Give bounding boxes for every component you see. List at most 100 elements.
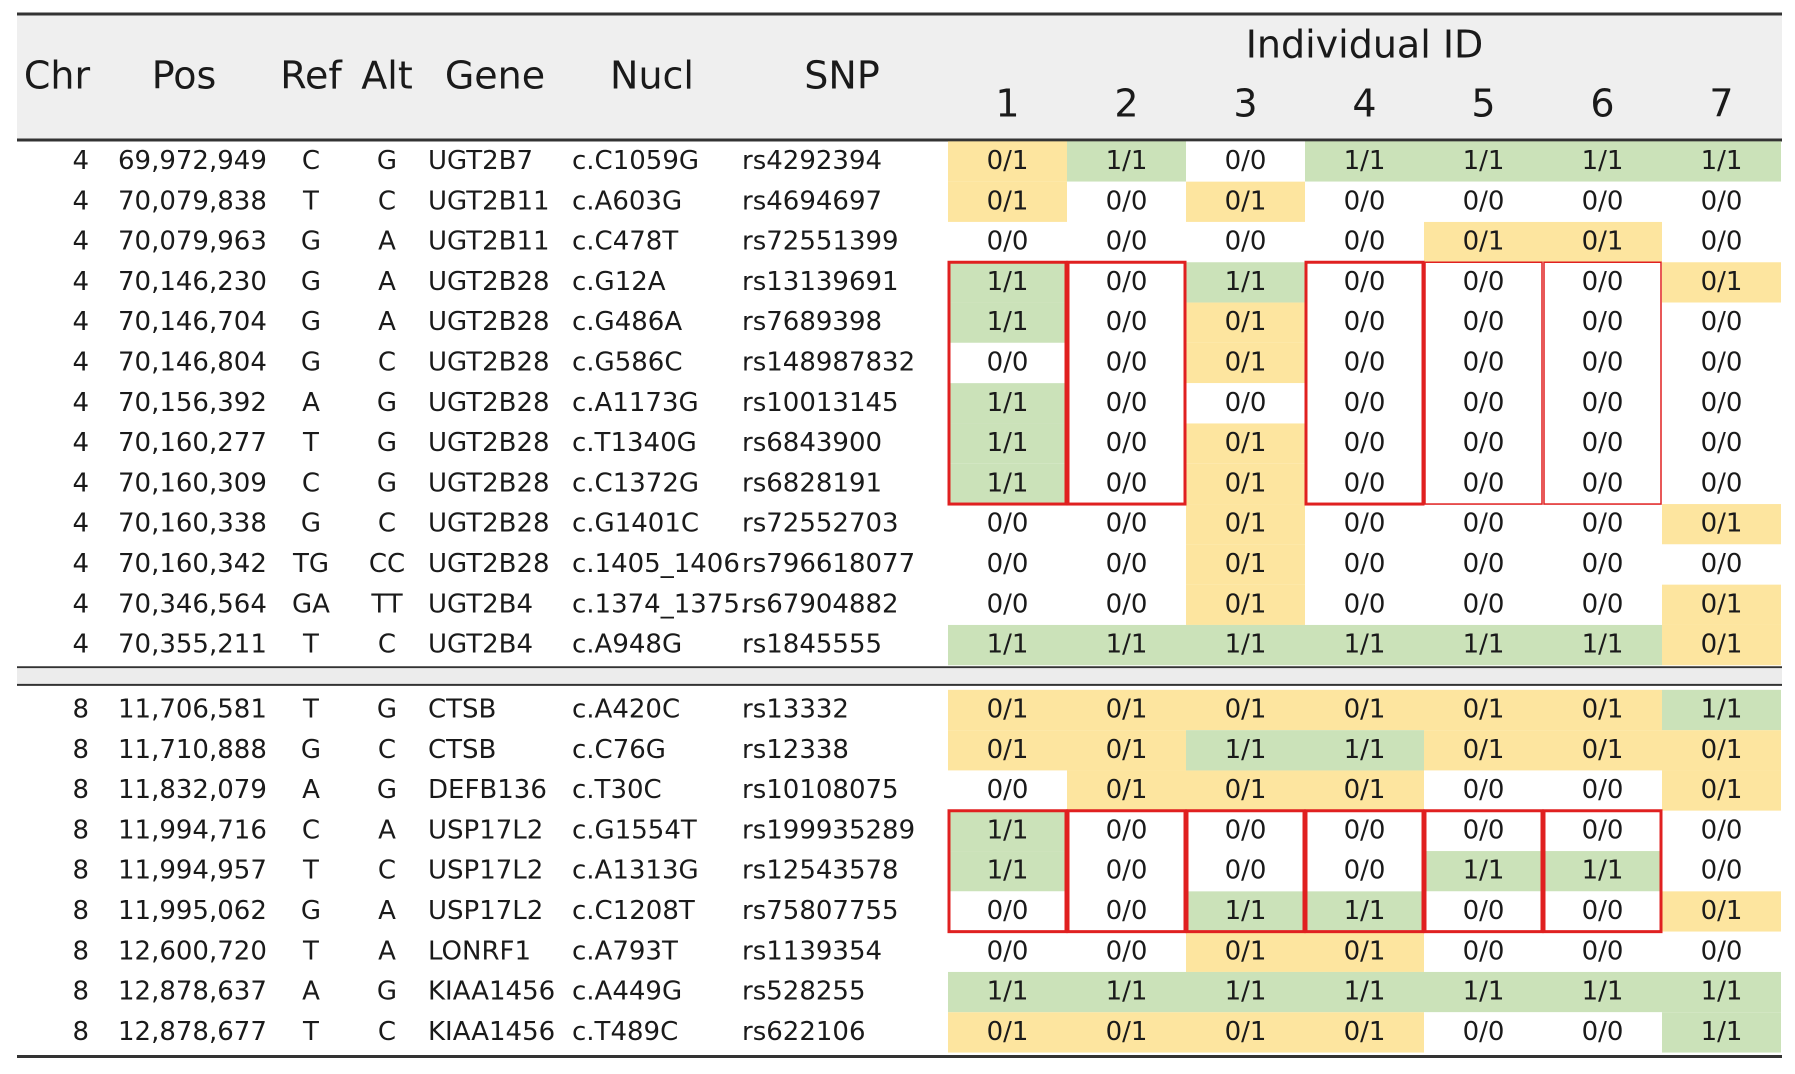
cell-text: c.G1401C bbox=[572, 509, 699, 539]
genotype: 1/1 bbox=[1344, 977, 1386, 1007]
genotype-bg bbox=[1305, 584, 1424, 625]
genotype-bg bbox=[1424, 342, 1543, 384]
genotype: 1/1 bbox=[987, 977, 1029, 1007]
genotype: 0/0 bbox=[1106, 815, 1148, 845]
cell-text: UGT2B28 bbox=[428, 468, 550, 498]
genotype: 1/1 bbox=[987, 267, 1029, 297]
cell-text: C bbox=[378, 856, 396, 886]
genotype: 1/1 bbox=[987, 307, 1029, 337]
genotype: 1/1 bbox=[987, 468, 1029, 498]
genotype: 0/0 bbox=[1106, 468, 1148, 498]
cell-text: 70,355,211 bbox=[118, 630, 267, 660]
cell-text: A bbox=[302, 388, 320, 418]
cell-text: 70,146,230 bbox=[118, 267, 267, 297]
genotype: 0/1 bbox=[1701, 735, 1743, 765]
genotype-bg bbox=[1186, 931, 1305, 972]
genotype: 0/1 bbox=[1106, 735, 1148, 765]
genotype-bg bbox=[1543, 971, 1662, 1013]
genotype: 0/0 bbox=[1106, 388, 1148, 418]
cell-text: A bbox=[378, 896, 396, 926]
genotype: 0/0 bbox=[1463, 186, 1505, 216]
genotype: 1/1 bbox=[1582, 630, 1624, 660]
cell-text: UGT2B28 bbox=[428, 509, 550, 539]
genotype: 1/1 bbox=[987, 815, 1029, 845]
genotype-bg bbox=[948, 624, 1067, 666]
genotype-bg bbox=[1067, 262, 1186, 303]
genotype-bg bbox=[1305, 931, 1424, 972]
genotype-bg bbox=[948, 181, 1067, 222]
genotype-bg bbox=[1067, 810, 1186, 852]
genotype: 0/0 bbox=[1701, 856, 1743, 886]
genotype: 0/0 bbox=[987, 896, 1029, 926]
genotype-bg bbox=[1424, 383, 1543, 424]
genotype-bg bbox=[1067, 504, 1186, 545]
genotype: 0/1 bbox=[1225, 307, 1267, 337]
genotype: 0/0 bbox=[1344, 428, 1386, 458]
genotype-bg bbox=[1186, 504, 1305, 545]
cell-text: 11,706,581 bbox=[118, 695, 267, 725]
genotype: 0/0 bbox=[1344, 388, 1386, 418]
genotype: 0/1 bbox=[1225, 348, 1267, 378]
genotype: 0/0 bbox=[1701, 815, 1743, 845]
cell-text: A bbox=[302, 775, 320, 805]
genotype-bg bbox=[1067, 891, 1186, 932]
genotype: 0/1 bbox=[987, 695, 1029, 725]
highlight-box bbox=[1542, 809, 1663, 934]
genotype-bg bbox=[1662, 584, 1781, 625]
genotype: 0/0 bbox=[1344, 186, 1386, 216]
cell-text: c.T30C bbox=[572, 775, 662, 805]
cell-text: UGT2B11 bbox=[428, 227, 550, 257]
genotype: 0/0 bbox=[1463, 307, 1505, 337]
genotype-bg bbox=[1543, 262, 1662, 303]
cell-text: A bbox=[378, 307, 396, 337]
genotype-bg bbox=[1662, 342, 1781, 384]
genotype: 0/0 bbox=[1106, 856, 1148, 886]
cell-text: A bbox=[378, 815, 396, 845]
genotype: 0/1 bbox=[1701, 775, 1743, 805]
genotype-bg bbox=[948, 302, 1067, 343]
genotype-bg bbox=[1186, 181, 1305, 222]
cell-text: 8 bbox=[72, 815, 89, 845]
genotype: 0/1 bbox=[1106, 775, 1148, 805]
cell-text: G bbox=[377, 775, 397, 805]
genotype-bg bbox=[1424, 141, 1543, 182]
group-header: Individual ID bbox=[1246, 23, 1484, 67]
genotype: 0/1 bbox=[1225, 468, 1267, 498]
genotype-bg bbox=[1662, 730, 1781, 771]
genotype: 0/1 bbox=[1344, 695, 1386, 725]
genotype-bg bbox=[1067, 971, 1186, 1013]
genotype: 0/1 bbox=[987, 146, 1029, 176]
cell-text: rs1139354 bbox=[742, 936, 882, 966]
genotype-bg bbox=[1424, 810, 1543, 852]
genotype-bg bbox=[1662, 423, 1781, 464]
genotype: 0/1 bbox=[1463, 695, 1505, 725]
genotype: 0/0 bbox=[1701, 348, 1743, 378]
genotype-bg bbox=[1543, 931, 1662, 972]
genotype: 0/0 bbox=[1344, 549, 1386, 579]
genotype: 0/0 bbox=[1463, 428, 1505, 458]
genotype: 0/0 bbox=[1106, 267, 1148, 297]
genotype-bg bbox=[1186, 221, 1305, 263]
genotype-bg bbox=[1186, 544, 1305, 585]
individual-id: 4 bbox=[1352, 82, 1376, 126]
genotype-bg bbox=[948, 689, 1067, 731]
genotype-bg bbox=[1186, 423, 1305, 464]
genotype: 0/0 bbox=[1582, 896, 1624, 926]
cell-text: 8 bbox=[72, 775, 89, 805]
genotype-bg bbox=[1424, 891, 1543, 932]
genotype: 0/0 bbox=[987, 348, 1029, 378]
genotype-bg bbox=[1543, 624, 1662, 666]
genotype: 0/0 bbox=[987, 227, 1029, 257]
genotype: 1/1 bbox=[1106, 630, 1148, 660]
cell-text: UGT2B28 bbox=[428, 549, 550, 579]
cell-text: G bbox=[377, 146, 397, 176]
genotype-bg bbox=[1305, 810, 1424, 852]
cell-text: GA bbox=[292, 589, 330, 619]
genotype: 0/1 bbox=[1463, 227, 1505, 257]
genotype: 1/1 bbox=[987, 428, 1029, 458]
highlight-box bbox=[947, 809, 1068, 934]
genotype-bg bbox=[1662, 221, 1781, 263]
genotype-bg bbox=[948, 1012, 1067, 1053]
column-header: Nucl bbox=[610, 54, 694, 98]
